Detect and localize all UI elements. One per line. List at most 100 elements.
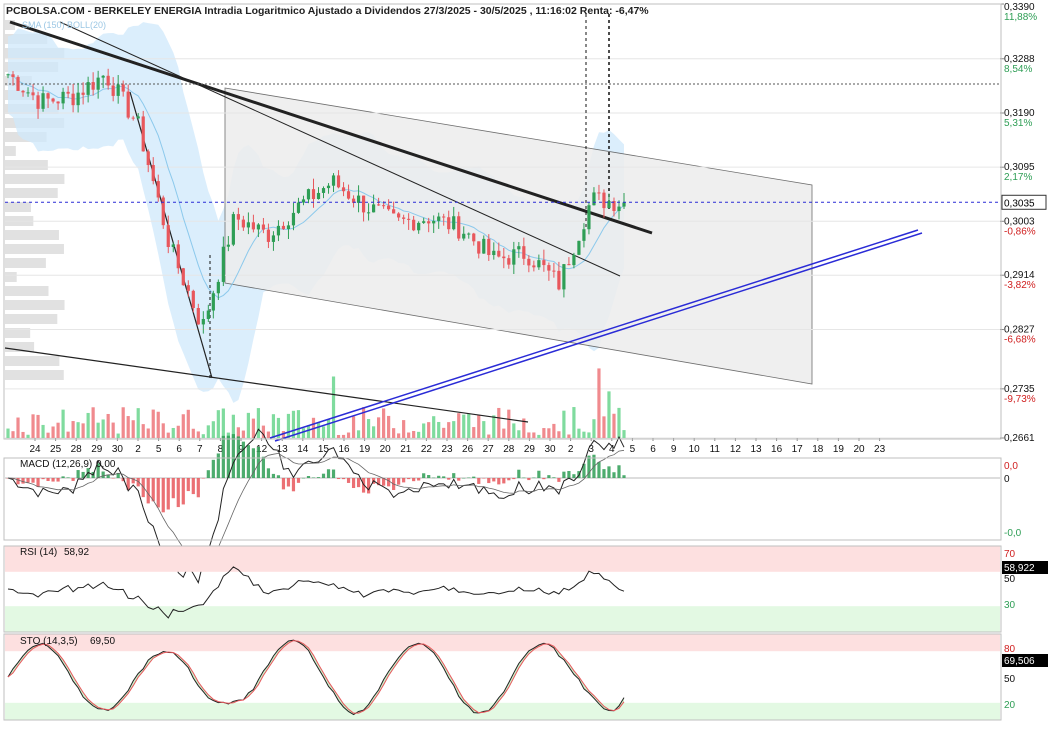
candle-body bbox=[527, 258, 531, 266]
volume-bar bbox=[462, 414, 466, 438]
x-tick-label: 2 bbox=[135, 444, 141, 455]
macd-histogram-bar bbox=[241, 441, 245, 478]
macd-histogram-bar bbox=[537, 470, 541, 478]
macd-histogram-bar bbox=[321, 473, 326, 478]
volume-bar bbox=[111, 422, 115, 438]
candle-body bbox=[432, 220, 436, 224]
x-tick-label: 28 bbox=[503, 444, 515, 455]
candle-body bbox=[427, 221, 431, 224]
candle-body bbox=[121, 84, 125, 92]
volume-bar bbox=[231, 414, 235, 438]
volume-profile-bar bbox=[5, 370, 64, 380]
x-tick-label: 5 bbox=[630, 444, 636, 455]
macd-histogram-bar bbox=[261, 456, 266, 478]
macd-histogram-bar bbox=[607, 466, 611, 478]
rsi-oversold-zone bbox=[5, 606, 1000, 632]
macd-histogram-bar bbox=[437, 475, 441, 478]
macd-histogram-bar bbox=[602, 469, 606, 478]
macd-histogram-bar bbox=[61, 476, 65, 478]
volume-bar bbox=[567, 434, 571, 438]
candle-body bbox=[6, 74, 10, 76]
volume-bar bbox=[522, 418, 526, 438]
volume-bar bbox=[91, 407, 95, 438]
current-price-box bbox=[1001, 194, 1047, 210]
volume-profile-bar bbox=[5, 146, 16, 156]
candle-body bbox=[146, 151, 150, 166]
volume-bar bbox=[377, 417, 381, 438]
volume-bar bbox=[281, 431, 286, 438]
candle-body bbox=[81, 92, 85, 95]
volume-bar bbox=[226, 432, 230, 438]
sto-axis-80: 80 bbox=[1004, 644, 1016, 655]
volume-bar bbox=[236, 427, 240, 438]
macd-histogram-bar bbox=[417, 478, 421, 481]
x-tick-label: 19 bbox=[359, 444, 371, 455]
macd-histogram-bar bbox=[366, 478, 371, 494]
candle-body bbox=[602, 192, 606, 209]
candle-body bbox=[316, 192, 321, 200]
volume-profile-bar bbox=[5, 202, 31, 212]
candle-body bbox=[226, 244, 230, 247]
x-tick-label: 13 bbox=[750, 444, 762, 455]
volume-bar bbox=[602, 416, 606, 438]
rsi-line bbox=[7, 566, 625, 619]
macd-label: MACD (12,26,9) bbox=[20, 459, 92, 470]
x-tick-label: 30 bbox=[544, 444, 556, 455]
macd-histogram-bar bbox=[156, 478, 160, 508]
x-tick-label: 29 bbox=[524, 444, 536, 455]
candle-body bbox=[161, 197, 165, 226]
rsi-axis-70: 70 bbox=[1004, 549, 1016, 560]
candle-body bbox=[171, 244, 175, 248]
volume-profile-bar bbox=[5, 314, 58, 324]
volume-bar bbox=[141, 424, 145, 438]
candle-body bbox=[251, 222, 255, 230]
macd-histogram-bar bbox=[181, 478, 185, 505]
candle-body bbox=[477, 241, 481, 254]
price-tick-pct: -3,82% bbox=[1004, 280, 1036, 291]
volume-bar bbox=[457, 413, 461, 438]
volume-bar bbox=[552, 423, 556, 438]
x-tick-label: 13 bbox=[277, 444, 289, 455]
volume-bar bbox=[577, 428, 581, 438]
macd-line bbox=[7, 428, 625, 584]
volume-bar bbox=[151, 409, 155, 438]
candle-body bbox=[166, 225, 170, 248]
volume-bar bbox=[161, 423, 165, 438]
x-tick-label: 10 bbox=[689, 444, 701, 455]
candle-body bbox=[336, 175, 341, 188]
volume-bar bbox=[492, 415, 496, 438]
macd-signal-line bbox=[7, 449, 625, 562]
candle-body bbox=[557, 270, 561, 290]
candle-body bbox=[291, 212, 296, 226]
x-tick-label: 19 bbox=[833, 444, 845, 455]
macd-value: 0,00 bbox=[96, 459, 116, 470]
macd-histogram-bar bbox=[497, 478, 501, 485]
x-tick-label: 9 bbox=[238, 444, 244, 455]
volume-bar bbox=[387, 415, 391, 438]
candle-body bbox=[447, 217, 451, 230]
candle-body bbox=[492, 250, 496, 256]
volume-bar bbox=[56, 422, 60, 438]
candle-body bbox=[457, 216, 461, 239]
macd-histogram-bar bbox=[562, 471, 566, 478]
candle-body bbox=[452, 216, 456, 230]
volume-bar bbox=[51, 426, 55, 438]
x-tick-label: 6 bbox=[650, 444, 656, 455]
macd-histogram-bar bbox=[216, 453, 220, 478]
macd-histogram-bar bbox=[567, 470, 571, 478]
candle-body bbox=[11, 74, 15, 78]
volume-bar bbox=[106, 413, 110, 438]
macd-histogram-bar bbox=[131, 478, 135, 484]
x-tick-label: 27 bbox=[483, 444, 495, 455]
volume-bar bbox=[171, 427, 175, 438]
rsi-axis-30: 30 bbox=[1004, 600, 1016, 611]
candle-body bbox=[111, 85, 115, 96]
candle-body bbox=[86, 82, 90, 95]
x-tick-label: 21 bbox=[400, 444, 412, 455]
macd-histogram-bar bbox=[472, 476, 476, 478]
candle-body bbox=[231, 214, 235, 245]
macd-axis-top: 0,0 bbox=[1004, 461, 1018, 472]
macd-histogram-bar bbox=[46, 478, 50, 482]
macd-histogram-bar bbox=[336, 478, 341, 480]
volume-bar bbox=[191, 428, 195, 438]
